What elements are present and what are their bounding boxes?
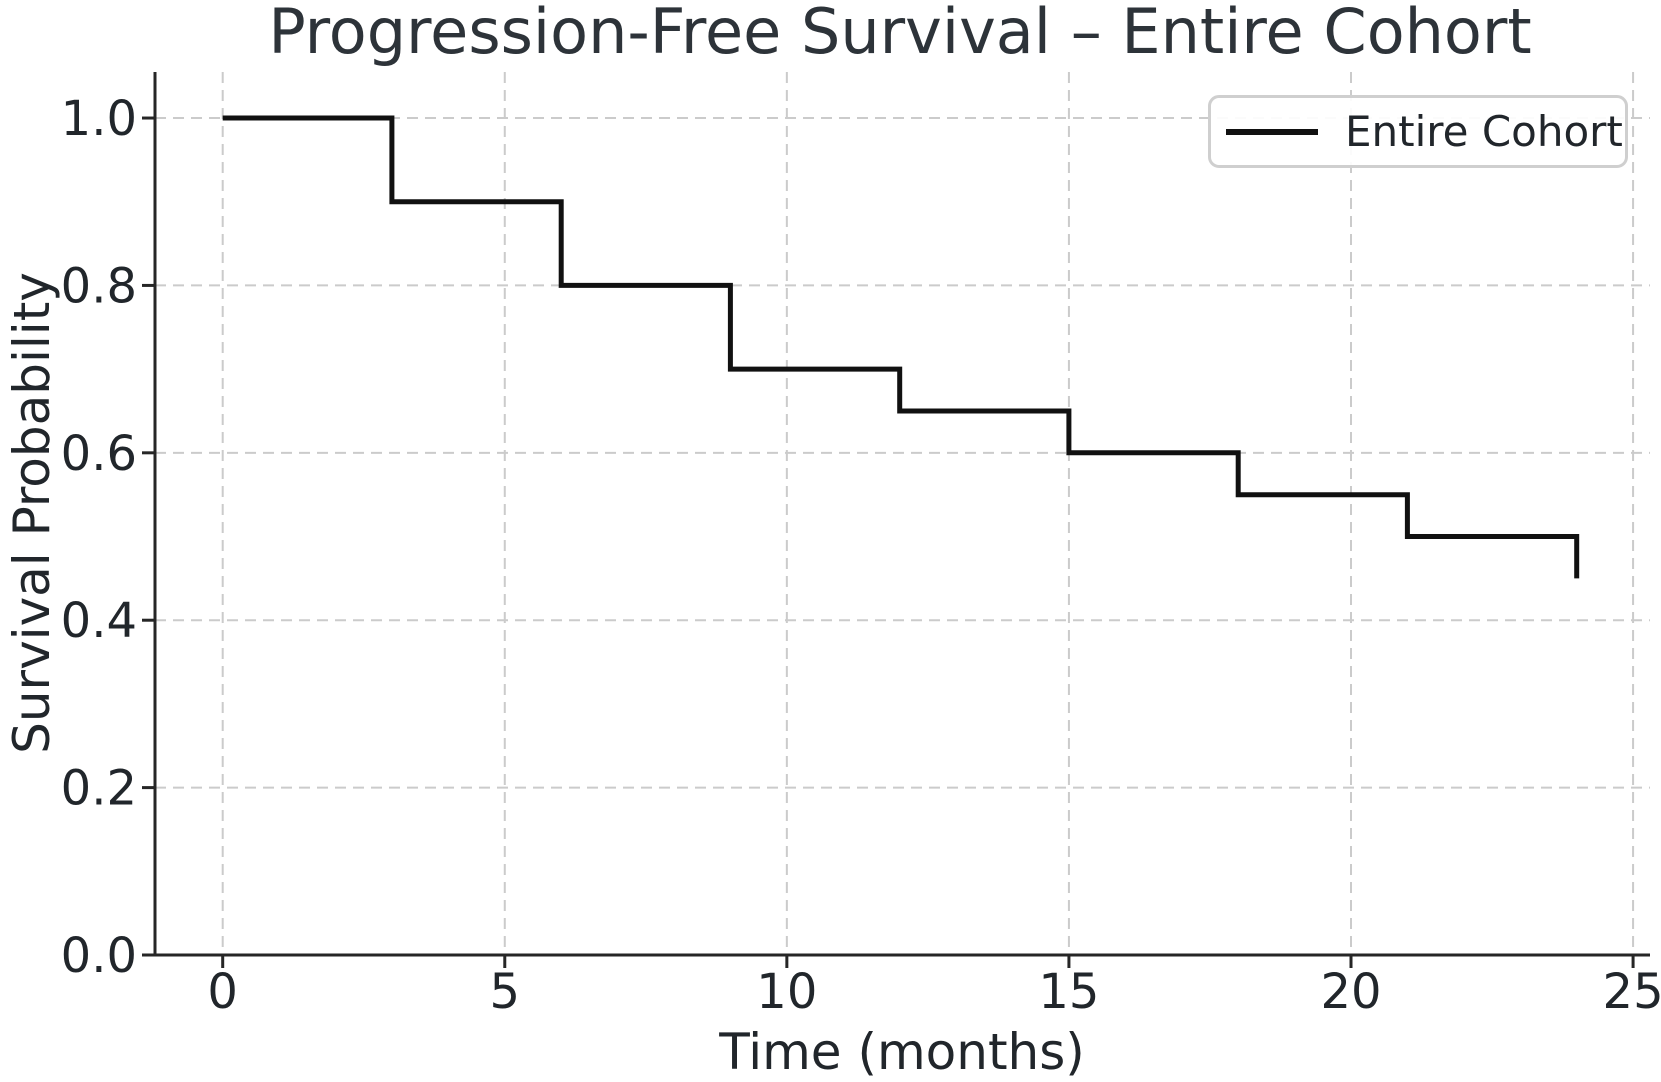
x-tick-label: 5 [490, 964, 521, 1020]
y-tick-label: 0.8 [61, 258, 137, 314]
x-tick-labels: 0 5 10 15 20 25 [207, 964, 1661, 1020]
y-tick-labels: 0.0 0.2 0.4 0.6 0.8 1.0 [61, 91, 137, 984]
y-tick-label: 0.0 [61, 928, 137, 984]
x-axis-label: Time (months) [719, 1023, 1085, 1081]
chart-title: Progression-Free Survival – Entire Cohor… [268, 0, 1532, 68]
axis-spines [153, 72, 1650, 957]
tick-marks [142, 116, 1635, 968]
gridlines [155, 72, 1650, 956]
x-tick-label: 0 [207, 964, 238, 1020]
y-tick-label: 0.6 [61, 426, 137, 482]
x-tick-label: 15 [1038, 964, 1099, 1020]
legend: Entire Cohort [1208, 95, 1628, 168]
legend-line-sample [1226, 128, 1318, 135]
legend-label: Entire Cohort [1345, 107, 1623, 156]
survival-curve [222, 115, 1580, 579]
y-tick-label: 0.4 [61, 593, 137, 649]
y-axis-label: Survival Probability [3, 272, 61, 754]
y-tick-label: 0.2 [61, 761, 137, 817]
x-tick-label: 25 [1603, 964, 1661, 1020]
x-tick-label: 10 [756, 964, 817, 1020]
y-tick-label: 1.0 [61, 91, 137, 147]
x-tick-label: 20 [1320, 964, 1381, 1020]
